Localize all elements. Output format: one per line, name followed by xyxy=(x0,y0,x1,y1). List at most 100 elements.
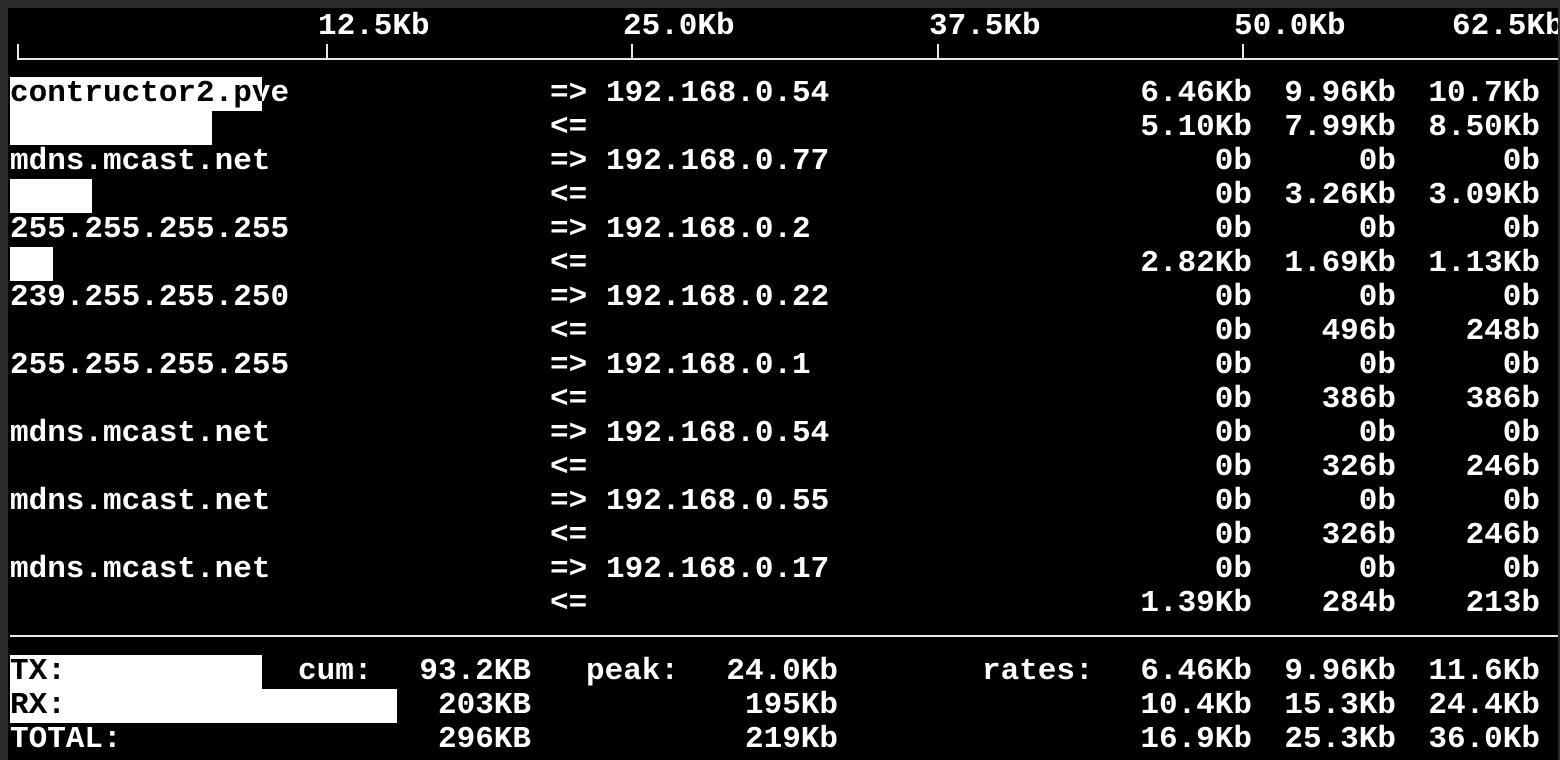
arrow-in: <= xyxy=(550,518,588,553)
total-rate: 25.3Kb xyxy=(1284,722,1396,757)
rate-out: 0b xyxy=(1214,484,1252,519)
rate-out: 0b xyxy=(1214,416,1252,451)
rate-out: 0b xyxy=(1358,144,1396,179)
rate-out: 0b xyxy=(1358,552,1396,587)
connection-dest: 192.168.0.55 xyxy=(606,484,830,519)
rate-in: 8.50Kb xyxy=(1428,110,1540,145)
traffic-bar-in xyxy=(10,111,212,145)
traffic-bar-out xyxy=(10,77,262,111)
rate-out: 0b xyxy=(1358,348,1396,383)
rate-out: 6.46Kb xyxy=(1140,76,1252,111)
rate-in: 246b xyxy=(1465,450,1540,485)
rate-in: 3.26Kb xyxy=(1284,178,1396,213)
total-rate: 10.4Kb xyxy=(1140,688,1252,723)
rate-in: 0b xyxy=(1214,178,1252,213)
rate-in: 386b xyxy=(1465,382,1540,417)
rate-in: 1.39Kb xyxy=(1140,586,1252,621)
scale-tick xyxy=(631,44,633,59)
arrow-out: => xyxy=(550,212,588,247)
peak-value: 195Kb xyxy=(744,688,838,723)
scale-tick xyxy=(17,44,19,59)
rate-out: 0b xyxy=(1214,212,1252,247)
rate-in: 0b xyxy=(1214,450,1252,485)
rate-in: 2.82Kb xyxy=(1140,246,1252,281)
total-rate: 24.4Kb xyxy=(1428,688,1540,723)
rates-label: rates: xyxy=(982,654,1094,689)
arrow-in: <= xyxy=(550,382,588,417)
rate-in: 284b xyxy=(1321,586,1396,621)
arrow-in: <= xyxy=(550,586,588,621)
rate-out: 0b xyxy=(1214,552,1252,587)
rate-out: 0b xyxy=(1214,144,1252,179)
arrow-out: => xyxy=(550,348,588,383)
arrow-in: <= xyxy=(550,246,588,281)
peak-value: 219Kb xyxy=(744,722,838,757)
total-rate: 6.46Kb xyxy=(1140,654,1252,689)
rate-in: 386b xyxy=(1321,382,1396,417)
arrow-in: <= xyxy=(550,450,588,485)
total-rate: 15.3Kb xyxy=(1284,688,1396,723)
cum-value: 93.2KB xyxy=(419,654,531,689)
scale-line xyxy=(17,58,1558,60)
arrow-out: => xyxy=(550,144,588,179)
iftop-terminal: 12.5Kb25.0Kb37.5Kb50.0Kb62.5Kbcontructor… xyxy=(8,8,1558,760)
connection-host: mdns.mcast.net xyxy=(10,552,271,587)
connection-dest: 192.168.0.54 xyxy=(606,76,830,111)
connection-dest: 192.168.0.54 xyxy=(606,416,830,451)
rate-in: 7.99Kb xyxy=(1284,110,1396,145)
arrow-out: => xyxy=(550,484,588,519)
rate-out: 0b xyxy=(1502,144,1540,179)
rate-out: 0b xyxy=(1502,416,1540,451)
total-rate: 11.6Kb xyxy=(1428,654,1540,689)
arrow-out: => xyxy=(550,552,588,587)
rate-out: 0b xyxy=(1502,484,1540,519)
rate-out: 0b xyxy=(1358,212,1396,247)
scale-label: 62.5Kb xyxy=(1452,9,1558,44)
rate-in: 5.10Kb xyxy=(1140,110,1252,145)
arrow-in: <= xyxy=(550,110,588,145)
scale-tick xyxy=(937,44,939,59)
scale-tick xyxy=(1242,44,1244,59)
rate-in: 326b xyxy=(1321,450,1396,485)
peak-value: 24.0Kb xyxy=(726,654,838,689)
scale-tick xyxy=(326,44,328,59)
connection-host: mdns.mcast.net xyxy=(10,416,271,451)
rate-in: 0b xyxy=(1214,314,1252,349)
connection-host: 255.255.255.255 xyxy=(10,348,290,383)
arrow-in: <= xyxy=(550,178,588,213)
rate-in: 3.09Kb xyxy=(1428,178,1540,213)
rate-out: 0b xyxy=(1214,280,1252,315)
arrow-in: <= xyxy=(550,314,588,349)
cum-label: cum: xyxy=(298,654,373,689)
connection-host: mdns.mcast.net xyxy=(10,144,271,179)
scale-label: 50.0Kb xyxy=(1234,9,1346,44)
connection-host: 239.255.255.250 xyxy=(10,280,290,315)
connection-dest: 192.168.0.2 xyxy=(606,212,811,247)
traffic-bar-in xyxy=(10,247,53,281)
connection-dest: 192.168.0.22 xyxy=(606,280,830,315)
rate-out: 0b xyxy=(1214,348,1252,383)
total-rate: 36.0Kb xyxy=(1428,722,1540,757)
rate-out: 0b xyxy=(1358,280,1396,315)
rate-in: 326b xyxy=(1321,518,1396,553)
totals-label: TOTAL: xyxy=(10,722,122,757)
connection-dest: 192.168.0.77 xyxy=(606,144,830,179)
scale-label: 12.5Kb xyxy=(318,9,430,44)
rate-in: 246b xyxy=(1465,518,1540,553)
rate-in: 496b xyxy=(1321,314,1396,349)
scale-label: 25.0Kb xyxy=(623,9,735,44)
cum-value: 203KB xyxy=(437,688,531,723)
rate-out: 10.7Kb xyxy=(1428,76,1540,111)
rate-out: 0b xyxy=(1502,280,1540,315)
peak-label: peak: xyxy=(586,654,680,689)
rate-out: 0b xyxy=(1502,552,1540,587)
rate-in: 0b xyxy=(1214,382,1252,417)
rate-in: 1.69Kb xyxy=(1284,246,1396,281)
totals-bar xyxy=(10,655,262,689)
rate-out: 0b xyxy=(1358,484,1396,519)
scale-label: 37.5Kb xyxy=(929,9,1041,44)
total-rate: 16.9Kb xyxy=(1140,722,1252,757)
rate-in: 1.13Kb xyxy=(1428,246,1540,281)
arrow-out: => xyxy=(550,76,588,111)
connection-host: mdns.mcast.net xyxy=(10,484,271,519)
